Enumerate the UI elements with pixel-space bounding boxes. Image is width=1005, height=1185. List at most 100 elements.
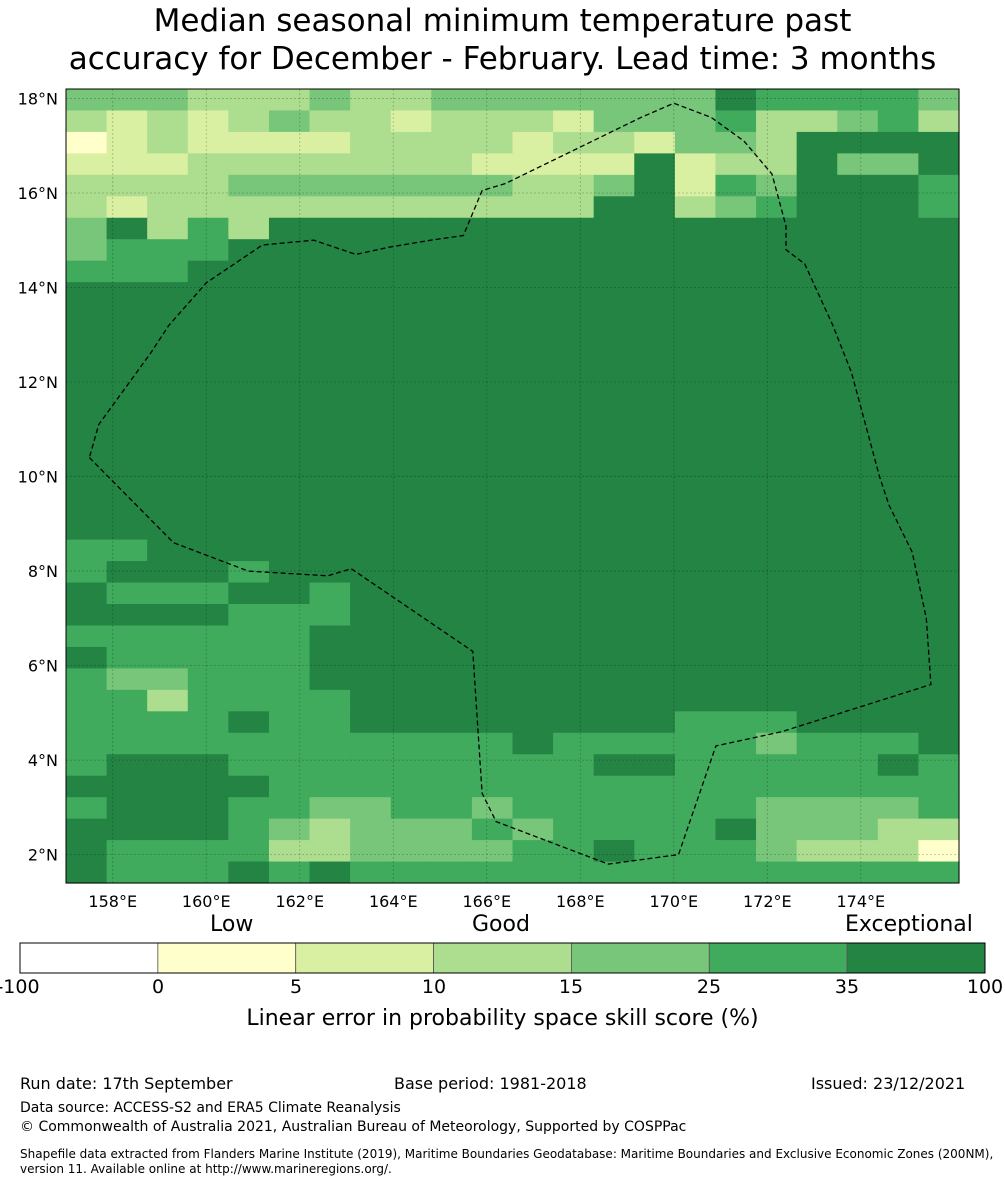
grid-cell [228,625,270,648]
grid-cell [796,110,838,133]
grid-cell [350,410,392,433]
grid-cell [634,453,676,476]
grid-cell [512,217,554,240]
grid-cell [187,539,229,562]
grid-cell [674,646,717,670]
grid-cell [877,346,920,369]
grid-cell [553,89,595,112]
grid-cell [228,604,270,627]
grid-cell [390,754,432,777]
grid-cell [918,367,960,391]
grid-cell [309,475,351,498]
grid-cell [796,282,838,305]
grid-cell [756,646,798,670]
grid-cell [431,89,473,112]
grid-cell [309,496,351,519]
grid-cell [66,239,108,262]
grid-cell [187,561,229,584]
grid-cell [715,861,757,884]
grid-cell [877,174,920,197]
grid-cell [512,689,554,712]
grid-cell [390,646,432,670]
grid-cell [715,89,757,112]
grid-cell [147,625,189,648]
grid-cell [837,711,879,734]
grid-cell [106,775,148,798]
grid-cell [674,410,717,433]
grid-cell [512,561,554,584]
grid-cell [309,174,351,197]
grid-cell [634,818,676,841]
grid-cell [228,217,270,240]
grid-cell [593,389,635,412]
grid-cell [350,367,392,391]
grid-cell [147,131,189,154]
grid-cell [268,432,311,455]
grid-cell [634,711,676,734]
grid-cell [228,410,270,433]
grid-cell [309,110,351,133]
grid-cell [431,367,473,391]
grid-cell [431,475,473,498]
grid-cell [918,689,960,712]
grid-cell [837,174,879,197]
lon-tick-label: 158°E [88,892,137,911]
grid-cell [837,389,879,412]
grid-cell [634,410,676,433]
grid-cell [715,646,757,670]
lon-tick-label: 170°E [649,892,698,911]
grid-cell [553,196,595,219]
grid-cell [187,239,229,262]
grid-cell [66,496,108,519]
grid-cell [106,89,148,112]
grid-cell [877,303,920,326]
grid-cell [390,174,432,197]
grid-cell [674,732,717,755]
grid-cell [674,604,717,627]
grid-cell [634,539,676,562]
lat-tick-label: 8°N [28,562,58,581]
grid-cell [837,410,879,433]
grid-cell [634,196,676,219]
grid-cell [553,131,595,154]
grid-cell [715,582,757,605]
grid-cell [147,840,189,863]
grid-cell [918,732,960,755]
grid-cell [147,153,189,176]
grid-cell [593,754,635,777]
grid-cell [268,582,311,605]
grid-cell [471,131,514,154]
grid-cell [918,410,960,433]
grid-cell [593,110,635,133]
grid-cell [390,775,432,798]
grid-cell [228,840,270,863]
grid-cell [918,389,960,412]
grid-cell [106,625,148,648]
grid-cell [431,582,473,605]
grid-cell [918,668,960,691]
grid-cell [756,689,798,712]
grid-cell [674,840,717,863]
grid-cell [66,518,108,541]
grid-cell [187,282,229,305]
grid-cell [593,131,635,154]
grid-cell [674,239,717,262]
grid-cell [512,582,554,605]
grid-cell [471,303,514,326]
grid-cell [756,389,798,412]
grid-cell [715,775,757,798]
grid-cell [593,861,635,884]
grid-cell [106,196,148,219]
grid-cell [796,131,838,154]
grid-cell [268,89,311,112]
grid-cell [431,282,473,305]
grid-cell [877,625,920,648]
grid-cell [106,646,148,670]
grid-cell [66,367,108,391]
grid-cell [756,668,798,691]
grid-cell [512,518,554,541]
grid-cell [796,346,838,369]
grid-cell [471,689,514,712]
grid-cell [431,346,473,369]
grid-cell [674,325,717,348]
